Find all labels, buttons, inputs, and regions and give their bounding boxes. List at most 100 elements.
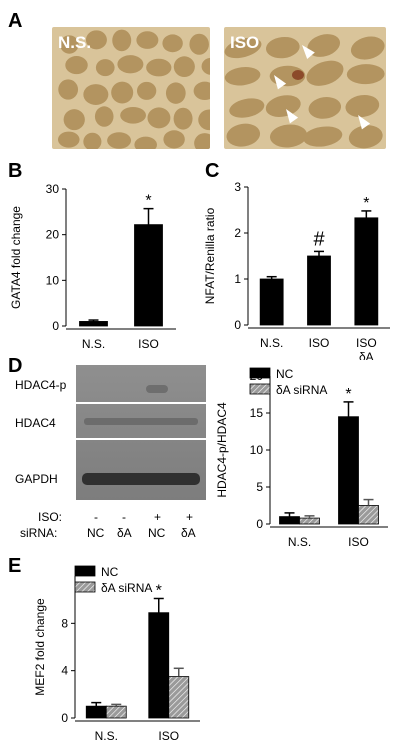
significance-mark: * bbox=[156, 582, 162, 599]
myocyte bbox=[194, 133, 210, 149]
micrograph-iso: ISO bbox=[224, 27, 386, 149]
y-tick-label: 10 bbox=[46, 273, 60, 287]
myocyte bbox=[306, 60, 344, 86]
myocyte bbox=[224, 37, 262, 59]
myocyte bbox=[303, 126, 343, 147]
myocyte bbox=[173, 107, 193, 130]
bar bbox=[134, 224, 163, 327]
myocyte bbox=[83, 132, 102, 149]
myocyte bbox=[308, 97, 342, 119]
significance-mark: * bbox=[345, 386, 351, 403]
myocyte bbox=[224, 66, 261, 86]
legend-swatch bbox=[74, 581, 96, 593]
myocyte bbox=[83, 84, 109, 105]
blot-divider-2 bbox=[76, 438, 206, 440]
legend-swatch bbox=[74, 565, 96, 577]
significance-mark: * bbox=[363, 195, 369, 212]
y-tick-label: 5 bbox=[256, 480, 263, 494]
micrograph-ns-label: N.S. bbox=[58, 33, 92, 52]
y-tick-label: 3 bbox=[234, 180, 241, 194]
blot-band-hdac4p bbox=[146, 385, 168, 393]
myocyte bbox=[265, 36, 300, 59]
y-tick-label: 0 bbox=[256, 517, 263, 531]
x-tick-label: N.S. bbox=[260, 336, 283, 350]
y-tick-label: 20 bbox=[46, 228, 60, 242]
chart-gata4: 0 10 20 30 GATA4 fold change N.S. * ISO bbox=[9, 182, 176, 351]
myocyte bbox=[63, 109, 85, 131]
bar-δa-sirna bbox=[168, 676, 190, 719]
nucleus bbox=[292, 70, 304, 80]
x-tick-label: N.S. bbox=[288, 535, 311, 549]
myocyte bbox=[348, 125, 383, 149]
panel-letter-b: B bbox=[8, 160, 23, 182]
y-axis-label: NFAT/Renilla ratio bbox=[203, 207, 217, 304]
legend-label: δA siRNA bbox=[276, 383, 327, 397]
myocyte bbox=[94, 106, 114, 127]
myocyte bbox=[345, 94, 380, 118]
arrow-icon bbox=[302, 45, 315, 59]
myocyte bbox=[60, 35, 79, 54]
chart-mef2: 0 4 8 MEF2 fold change N.S. * ISO NC δA siRNA bbox=[33, 565, 200, 743]
significance-mark: # bbox=[313, 228, 325, 250]
myocyte bbox=[189, 33, 209, 55]
myocyte bbox=[198, 109, 210, 131]
y-axis-label: MEF2 fold change bbox=[33, 598, 47, 696]
treatment-sirna-lane4: δA bbox=[181, 526, 196, 540]
arrow-icon bbox=[286, 109, 299, 124]
y-tick-label: 1 bbox=[234, 272, 241, 286]
treatment-sirna-lane3: NC bbox=[148, 526, 166, 540]
treatment-iso-lane1: - bbox=[94, 510, 98, 524]
panel-letter-a: A bbox=[8, 10, 23, 32]
y-tick-label: 0 bbox=[234, 318, 241, 332]
blot-band-gapdh bbox=[82, 473, 200, 485]
western-blot bbox=[76, 365, 206, 500]
panel-letter-d: D bbox=[8, 355, 23, 377]
myocyte bbox=[350, 36, 385, 60]
myocyte bbox=[85, 30, 107, 50]
myocyte bbox=[58, 79, 79, 100]
myocyte bbox=[201, 57, 210, 75]
myocyte bbox=[193, 81, 210, 101]
myocyte bbox=[107, 132, 132, 149]
x-tick-label: N.S. bbox=[82, 337, 105, 351]
legend-label: δA siRNA bbox=[101, 581, 152, 595]
y-axis-label: HDAC4-p/HDAC4 bbox=[215, 402, 229, 498]
myocyte bbox=[95, 59, 115, 77]
myocyte bbox=[57, 131, 80, 148]
y-tick-label: 0 bbox=[52, 319, 59, 333]
treatment-label-iso: ISO: bbox=[38, 510, 63, 524]
myocyte bbox=[229, 98, 265, 118]
y-tick-label: 2 bbox=[234, 226, 241, 240]
myocyte bbox=[112, 29, 132, 52]
y-tick-label: 4 bbox=[61, 664, 68, 678]
blot-label-hdac4p: HDAC4-p bbox=[15, 378, 67, 392]
myocyte bbox=[120, 106, 146, 124]
x-tick-label: ISO bbox=[309, 336, 330, 350]
treatment-iso-lane3: + bbox=[154, 510, 162, 524]
micrograph-ns: N.S. bbox=[52, 27, 210, 149]
myocyte bbox=[226, 123, 261, 147]
arrow-head bbox=[358, 115, 371, 130]
myocyte bbox=[162, 34, 183, 53]
bar bbox=[259, 278, 284, 326]
bar-nc bbox=[85, 705, 107, 719]
myocyte bbox=[163, 130, 185, 149]
x-tick-label: ISO bbox=[138, 337, 159, 351]
y-tick-label: 10 bbox=[250, 443, 264, 457]
x-tick-label: N.S. bbox=[95, 729, 118, 743]
treatment-sirna-lane2: δA bbox=[117, 526, 132, 540]
bar-δa-sirna bbox=[299, 517, 320, 525]
panel-letter-c: C bbox=[205, 160, 220, 182]
myocyte bbox=[147, 107, 171, 129]
treatment-label-sirna: siRNA: bbox=[20, 526, 58, 540]
bar-nc bbox=[148, 612, 170, 719]
blot-band-hdac4 bbox=[84, 418, 198, 425]
bar-δa-sirna bbox=[358, 505, 379, 525]
blot-label-gapdh: GAPDH bbox=[15, 472, 58, 486]
myocyte bbox=[111, 81, 134, 104]
bar-δa-sirna bbox=[105, 705, 127, 719]
myocyte bbox=[173, 56, 195, 78]
treatment-iso-lane4: + bbox=[186, 510, 194, 524]
